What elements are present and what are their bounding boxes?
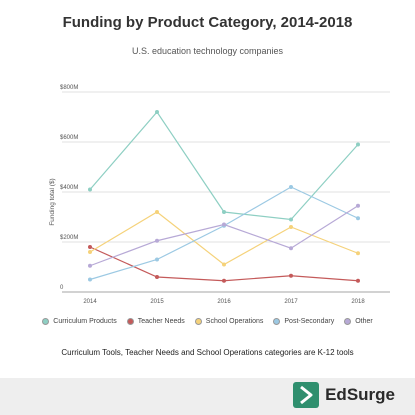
chart-footnote: Curriculum Tools, Teacher Needs and Scho…: [61, 348, 354, 357]
series-line-other: [89, 205, 359, 267]
x-tick-label: 2018: [351, 299, 365, 305]
data-point-teacher-needs: [289, 273, 293, 278]
y-tick-label: $800M: [60, 85, 78, 91]
data-point-school-operations: [289, 225, 293, 229]
data-point-post-secondary: [356, 216, 360, 221]
y-tick-label: $400M: [60, 185, 78, 191]
x-tick-label: 2015: [150, 299, 164, 305]
y-axis-label: Funding total ($): [49, 178, 56, 225]
legend-label: Teacher Needs: [137, 318, 185, 325]
data-point-post-secondary: [289, 185, 293, 189]
y-tick-label: 0: [60, 285, 64, 291]
legend-item-curriculum-products: Curriculum Products: [42, 318, 117, 325]
data-point-curriculum-products: [155, 110, 159, 114]
y-tick-label: $600M: [60, 135, 78, 141]
legend-swatch: [194, 318, 202, 325]
x-tick-label: 2017: [284, 299, 298, 305]
legend-label: Other: [355, 318, 373, 325]
data-point-post-secondary: [88, 277, 92, 282]
chart-legend: Curriculum Products Teacher Needs School O…: [0, 318, 415, 325]
series-line-curriculum-products: [89, 111, 359, 221]
chart-title: Funding by Product Category, 2014-2018: [62, 14, 353, 31]
data-point-other: [222, 222, 226, 227]
data-point-other: [289, 246, 293, 251]
y-tick-label: $200M: [60, 235, 78, 241]
legend-swatch: [126, 318, 134, 325]
data-point-other: [88, 263, 92, 268]
data-point-teacher-needs: [222, 278, 226, 283]
legend-item-school-operations: School Operations: [194, 318, 264, 325]
legend-swatch: [344, 318, 352, 325]
data-point-teacher-needs: [88, 245, 92, 249]
legend-item-post-secondary: Post-Secondary: [273, 318, 334, 325]
legend-swatch: [273, 318, 281, 325]
data-point-teacher-needs: [356, 278, 360, 283]
data-point-other: [155, 238, 159, 243]
legend-label: Curriculum Products: [53, 318, 117, 325]
edsurge-logo-icon: [293, 382, 320, 408]
legend-swatch: [42, 318, 50, 325]
brand-logo: EdSurge: [293, 382, 395, 408]
data-point-curriculum-products: [356, 142, 360, 147]
legend-item-teacher-needs: Teacher Needs: [126, 318, 185, 325]
data-point-school-operations: [88, 250, 92, 254]
legend-item-other: Other: [344, 318, 373, 325]
data-point-other: [356, 203, 360, 208]
legend-label: Post-Secondary: [284, 318, 335, 325]
data-point-post-secondary: [155, 257, 159, 262]
legend-label: School Operations: [205, 318, 264, 325]
footer-bar: EdSurge: [0, 378, 415, 415]
series-line-school-operations: [89, 211, 359, 266]
chart-subtitle: U.S. education technology companies: [131, 46, 284, 56]
data-point-school-operations: [356, 251, 360, 256]
x-tick-label: 2016: [217, 299, 231, 305]
data-point-curriculum-products: [289, 217, 293, 222]
data-point-curriculum-products: [88, 187, 92, 192]
x-tick-label: 2014: [83, 299, 97, 305]
data-point-school-operations: [222, 262, 226, 267]
data-point-school-operations: [155, 210, 159, 214]
data-point-curriculum-products: [222, 210, 226, 214]
data-point-teacher-needs: [155, 275, 159, 279]
brand-name: EdSurge: [325, 385, 395, 404]
